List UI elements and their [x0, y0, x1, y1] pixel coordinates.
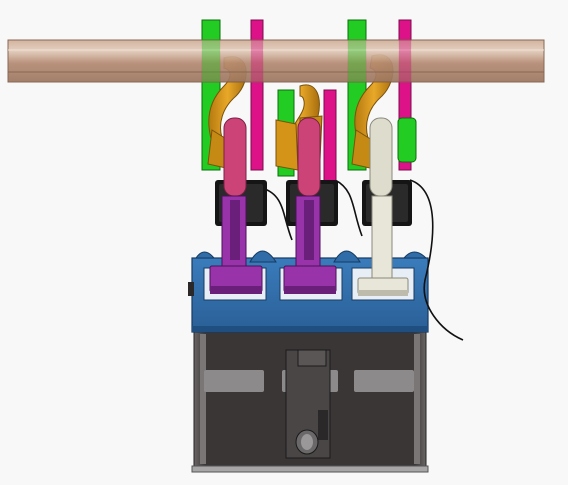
- housing-body: [191, 329, 429, 473]
- center-lever[interactable]: [283, 117, 337, 294]
- rail: [7, 39, 545, 83]
- cable: [261, 179, 464, 341]
- left-lever[interactable]: [209, 117, 263, 294]
- right-lever[interactable]: [357, 117, 409, 296]
